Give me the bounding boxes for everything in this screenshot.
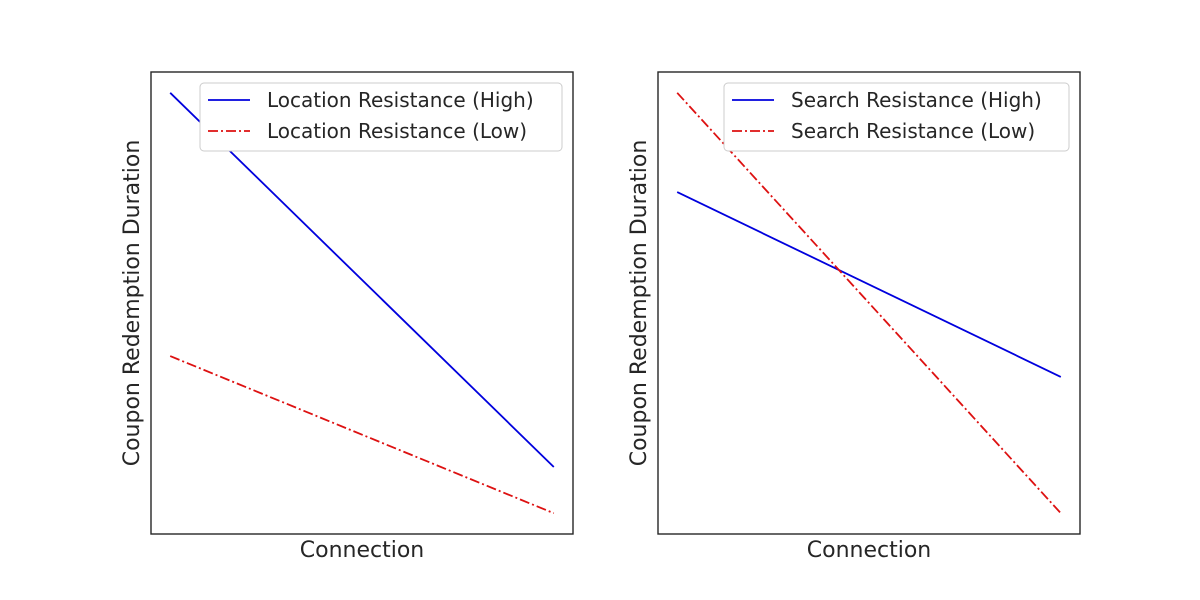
y-axis-label-left: Coupon Redemption Duration <box>120 140 145 467</box>
subplot-left: Location Resistance (High) Location Resi… <box>120 71 574 563</box>
legend-right: Search Resistance (High) Search Resistan… <box>723 82 1070 152</box>
series-layer-right <box>676 92 1062 514</box>
legend-left: Location Resistance (High) Location Resi… <box>199 82 563 152</box>
axes-frame-left <box>150 71 574 535</box>
subplot-right: Search Resistance (High) Search Resistan… <box>627 71 1081 563</box>
series-line-left-high <box>169 92 555 468</box>
legend-label-right-high: Search Resistance (High) <box>791 88 1042 112</box>
x-axis-label-right: Connection <box>807 538 931 563</box>
axes-frame-right <box>657 71 1081 535</box>
legend-box-left <box>199 82 563 152</box>
legend-label-left-low: Location Resistance (Low) <box>267 119 527 143</box>
series-line-right-high <box>676 191 1062 378</box>
legend-label-right-low: Search Resistance (Low) <box>791 119 1035 143</box>
legend-box-right <box>723 82 1070 152</box>
series-layer-left <box>169 92 555 515</box>
series-line-left-low <box>169 355 555 515</box>
legend-label-left-high: Location Resistance (High) <box>267 88 534 112</box>
series-line-right-low <box>676 92 1062 514</box>
y-axis-label-right: Coupon Redemption Duration <box>627 140 652 467</box>
x-axis-label-left: Connection <box>300 538 424 563</box>
